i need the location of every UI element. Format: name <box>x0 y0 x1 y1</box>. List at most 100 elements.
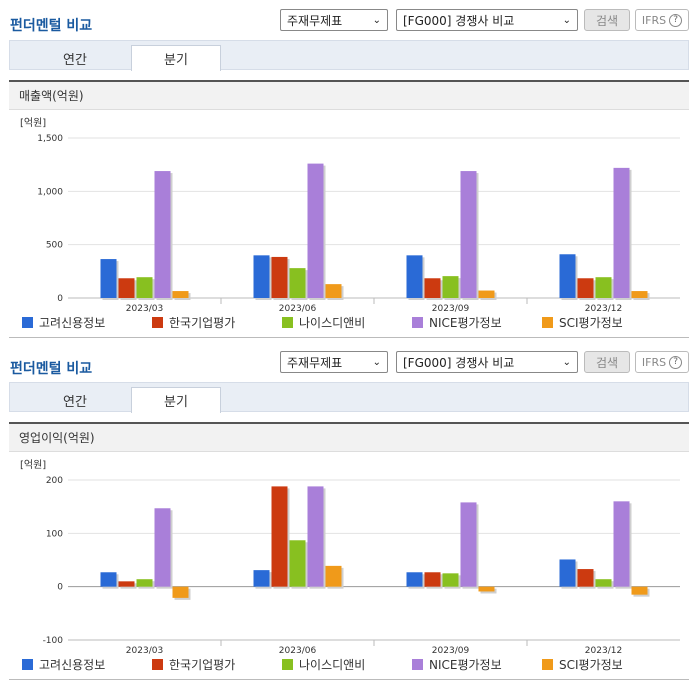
legend-label: 고려신용정보 <box>39 658 106 672</box>
tab-annual[interactable]: 연간 <box>63 394 87 410</box>
chart-container: 영업이익(억원) <box>9 422 689 678</box>
subject-select-value: 주재무제표 <box>287 355 343 370</box>
legend-label: NICE평가정보 <box>429 316 502 330</box>
bar <box>631 291 648 298</box>
bar <box>325 284 342 298</box>
bar <box>613 501 630 587</box>
bar <box>307 163 324 298</box>
legend-item[interactable]: SCI평가정보 <box>542 656 623 673</box>
bar <box>631 586 648 595</box>
x-tick-label: 2023/06 <box>279 304 317 314</box>
unit-label: [억원] <box>20 459 46 471</box>
legend-item[interactable]: 고려신용정보 <box>22 656 105 673</box>
chart-container: 매출액(억원) <box>9 80 689 336</box>
bar <box>271 256 288 298</box>
operating-income-chart: [억원] -100 0 100 200 2023/03 2023/06 2023/09 2023… <box>20 459 680 656</box>
chevron-down-icon: ⌄ <box>562 14 571 26</box>
ifrs-label: IFRS <box>641 13 667 27</box>
bar <box>424 278 441 298</box>
legend-swatch <box>282 317 293 328</box>
bar <box>136 579 153 587</box>
help-icon: ? <box>669 355 683 369</box>
bar <box>406 572 423 587</box>
group-select-value: [FG000] 경쟁사 비교 <box>403 13 515 28</box>
bar <box>289 540 306 587</box>
revenue-chart: [억원] 0 500 1,000 1,500 2023/03 2023/06 2023/09 2… <box>20 117 680 314</box>
subject-select[interactable]: 주재무제표 ⌄ <box>280 351 388 373</box>
legend-label: 한국기업평가 <box>169 658 236 672</box>
y-tick-label: 1,500 <box>37 134 63 144</box>
bar <box>154 171 171 298</box>
bar <box>253 570 270 587</box>
bar <box>118 278 135 298</box>
bar <box>442 573 459 587</box>
legend-label: 나이스디앤비 <box>299 316 366 330</box>
bar <box>613 167 630 298</box>
legend-item[interactable]: 나이스디앤비 <box>282 314 365 331</box>
y-tick-label: 200 <box>46 476 63 486</box>
bar <box>577 278 594 298</box>
bar <box>478 586 495 592</box>
legend-label: NICE평가정보 <box>429 658 502 672</box>
y-tick-label: 500 <box>46 241 63 251</box>
bar <box>325 565 342 587</box>
ifrs-label: IFRS <box>641 355 667 369</box>
x-tick-label: 2023/06 <box>279 646 317 656</box>
bar <box>100 572 117 587</box>
chevron-down-icon: ⌄ <box>372 14 381 26</box>
bar <box>307 486 324 587</box>
bar <box>478 290 495 298</box>
legend-item[interactable]: 고려신용정보 <box>22 314 105 331</box>
chart-title: 매출액(억원) <box>9 82 689 110</box>
legend-label: SCI평가정보 <box>559 658 623 672</box>
bar <box>406 255 423 298</box>
bar <box>172 291 189 298</box>
bar <box>289 268 306 298</box>
legend-label: 한국기업평가 <box>169 316 236 330</box>
period-tabs: 연간 분기 <box>9 40 689 71</box>
x-tick-label: 2023/09 <box>432 646 470 656</box>
search-button[interactable]: 검색 <box>584 351 630 373</box>
legend-swatch <box>282 659 293 670</box>
legend-swatch <box>412 659 423 670</box>
group-select[interactable]: [FG000] 경쟁사 비교 ⌄ <box>396 351 578 373</box>
bar <box>253 255 270 298</box>
panel-title: 펀더멘털 비교 <box>10 361 93 377</box>
legend-item[interactable]: SCI평가정보 <box>542 314 623 331</box>
tab-quarterly[interactable]: 분기 <box>131 387 221 413</box>
y-tick-label: 1,000 <box>37 187 63 197</box>
chevron-down-icon: ⌄ <box>372 356 381 368</box>
legend-label: 나이스디앤비 <box>299 658 366 672</box>
tab-quarterly[interactable]: 분기 <box>131 45 221 71</box>
bar <box>460 171 477 298</box>
bar <box>595 277 612 298</box>
legend-swatch <box>152 317 163 328</box>
chevron-down-icon: ⌄ <box>562 356 571 368</box>
legend-swatch <box>542 317 553 328</box>
period-tabs: 연간 분기 <box>9 382 689 413</box>
divider <box>9 679 689 680</box>
bar <box>460 502 477 587</box>
bar <box>577 569 594 587</box>
legend-item[interactable]: 한국기업평가 <box>152 314 235 331</box>
fundamental-panel-operating-income: 펀더멘털 비교 주재무제표 ⌄ [FG000] 경쟁사 비교 ⌄ 검색 IFRS… <box>0 342 696 684</box>
legend-item[interactable]: NICE평가정보 <box>412 314 502 331</box>
legend-swatch <box>152 659 163 670</box>
search-button[interactable]: 검색 <box>584 9 630 31</box>
ifrs-button[interactable]: IFRS ? <box>635 9 689 31</box>
legend-swatch <box>22 659 33 670</box>
legend-item[interactable]: 한국기업평가 <box>152 656 235 673</box>
tab-annual[interactable]: 연간 <box>63 52 87 68</box>
chart-title: 영업이익(억원) <box>9 424 689 452</box>
ifrs-button[interactable]: IFRS ? <box>635 351 689 373</box>
subject-select[interactable]: 주재무제표 ⌄ <box>280 9 388 31</box>
legend-item[interactable]: 나이스디앤비 <box>282 656 365 673</box>
legend-item[interactable]: NICE평가정보 <box>412 656 502 673</box>
y-tick-label: 100 <box>46 529 63 539</box>
fundamental-panel-revenue: 펀더멘털 비교 주재무제표 ⌄ [FG000] 경쟁사 비교 ⌄ 검색 IFRS… <box>9 9 689 338</box>
bar <box>559 559 576 587</box>
group-select[interactable]: [FG000] 경쟁사 비교 ⌄ <box>396 9 578 31</box>
bar <box>559 254 576 298</box>
bar <box>172 586 189 598</box>
y-tick-label: 0 <box>57 294 63 304</box>
